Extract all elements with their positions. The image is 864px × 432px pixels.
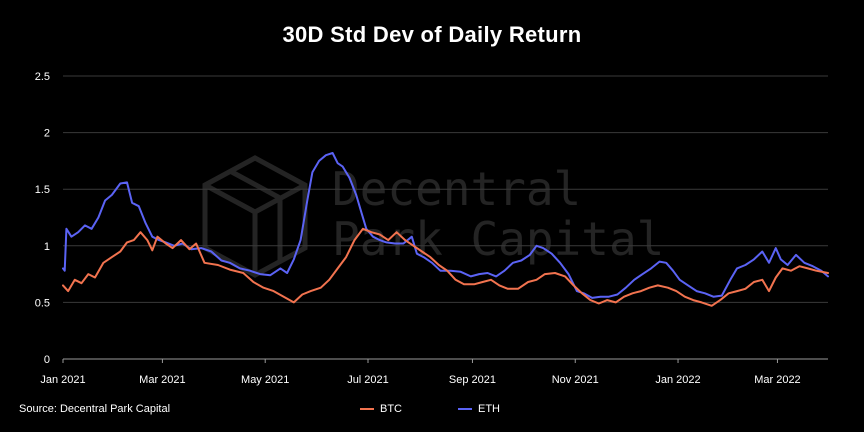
legend-swatch-btc	[360, 408, 374, 410]
y-tick-label: 1.5	[35, 184, 50, 196]
x-tick-label: May 2021	[241, 374, 289, 386]
series-layer	[62, 152, 829, 307]
series-line-btc	[62, 227, 829, 307]
chart-title: 30D Std Dev of Daily Return	[282, 22, 582, 47]
y-axis: 0 0.5 1 1.5 2 2.5	[35, 71, 50, 366]
y-tick-label: 1	[44, 241, 50, 253]
source-note: Source: Decentral Park Capital	[19, 403, 171, 415]
x-tick-label: Nov 2021	[552, 374, 599, 386]
x-tick-label: Jan 2022	[655, 374, 700, 386]
legend-item-eth: ETH	[458, 403, 500, 415]
x-tick-label: Mar 2022	[754, 374, 800, 386]
x-tick-label: Mar 2021	[139, 374, 185, 386]
legend-item-btc: BTC	[360, 403, 402, 415]
x-axis: Jan 2021 Mar 2021 May 2021 Jul 2021 Sep 2021…	[40, 359, 801, 386]
x-tick-label: Sep 2021	[449, 374, 496, 386]
x-tick-label: Jul 2021	[347, 374, 389, 386]
watermark-text-line2: Park Capital	[332, 212, 664, 266]
legend-swatch-eth	[458, 408, 472, 410]
y-tick-label: 2	[44, 128, 50, 140]
legend-label-eth: ETH	[478, 403, 500, 415]
y-tick-label: 2.5	[35, 71, 50, 83]
x-tick-label: Jan 2021	[40, 374, 85, 386]
y-tick-label: 0	[44, 354, 50, 366]
watermark: Decentral Park Capital	[202, 155, 664, 278]
watermark-logo-icon	[202, 155, 308, 278]
y-tick-label: 0.5	[35, 297, 50, 309]
legend-label-btc: BTC	[380, 403, 402, 415]
